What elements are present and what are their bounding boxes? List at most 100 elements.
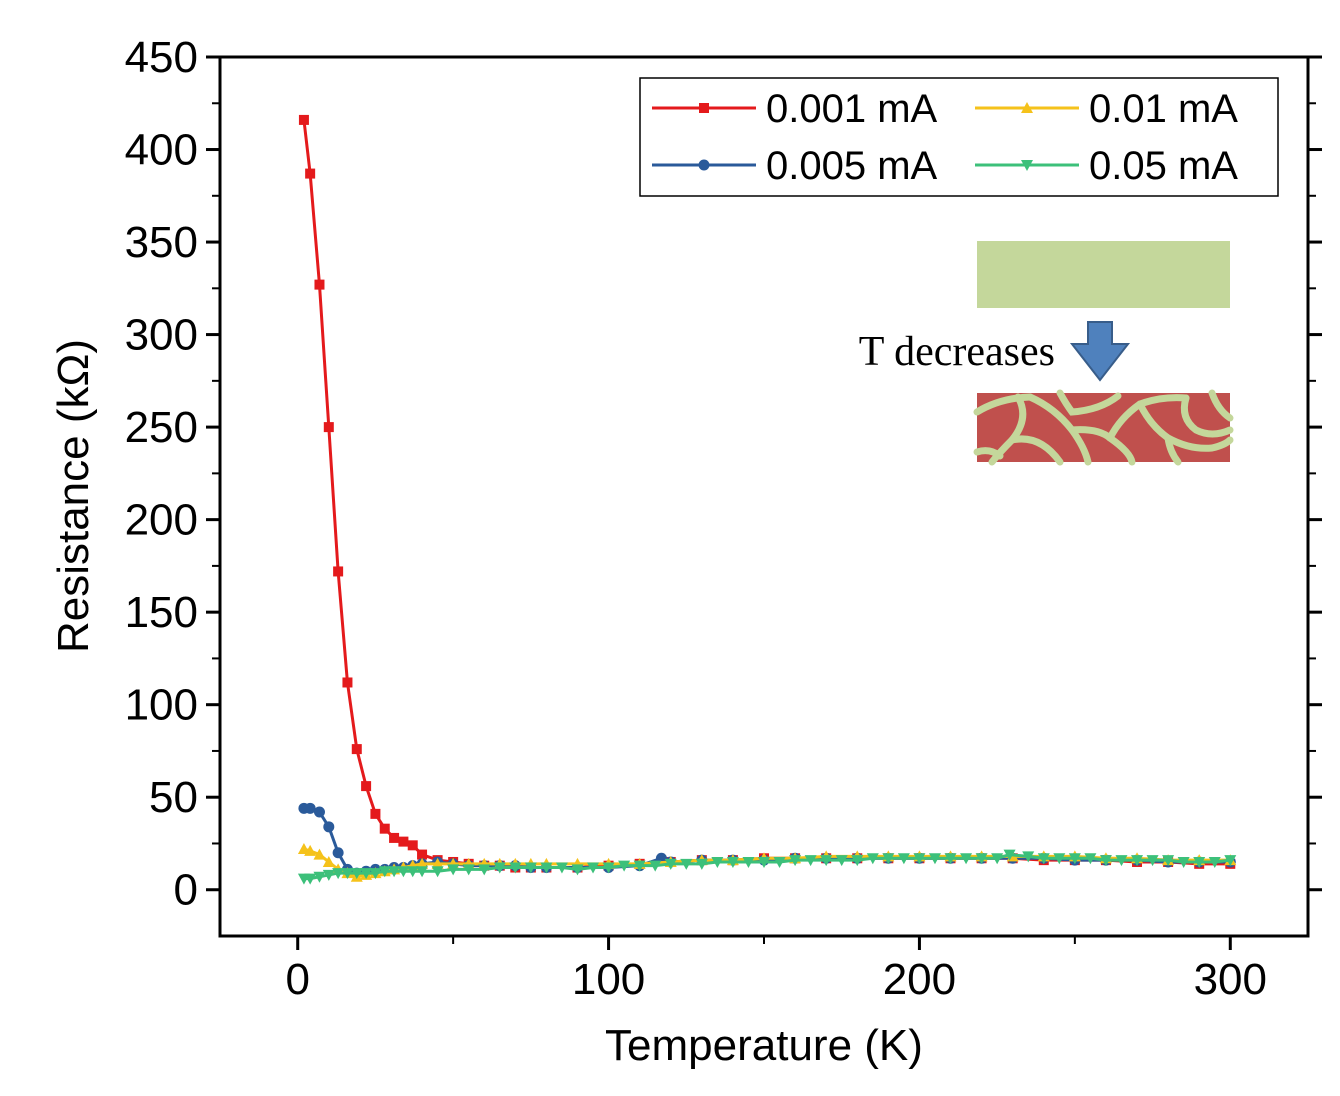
data-point-0.001-mA-8 [370,808,381,819]
data-point-0.05-mA-5 [341,868,354,880]
data-point-0.05-mA-59 [1131,855,1144,867]
data-point-0.05-mA-3 [322,869,335,881]
legend-entry-0.005-mA: 0.005 mA [652,144,938,188]
y-tick-label-400: 400 [125,126,198,175]
data-point-0.05-mA-30 [680,858,693,870]
data-point-0.005-mA-2 [313,806,325,818]
data-point-0.05-mA-8 [369,868,382,880]
legend-entry-0.001-mA: 0.001 mA [652,87,938,131]
y-tick-label-50: 50 [149,773,198,822]
data-point-0.05-mA-61 [1162,855,1175,867]
data-point-0.05-mA-17 [478,864,491,876]
data-point-0.05-mA-31 [695,858,708,870]
data-point-0.05-mA-36 [773,856,786,868]
data-point-0.05-mA-11 [397,866,410,878]
data-point-0.05-mA-7 [360,868,373,880]
legend-entry-0.01-mA: 0.01 mA [975,87,1238,131]
data-point-0.05-mA-52 [1022,851,1035,863]
data-point-0.05-mA-38 [804,855,817,867]
data-point-0.05-mA-9 [378,866,391,878]
data-point-0.05-mA-50 [991,853,1004,865]
data-point-0.01-mA-13 [416,857,429,869]
data-point-0.05-mA-27 [633,860,646,872]
data-point-0.05-mA-55 [1068,853,1081,865]
data-point-0.05-mA-54 [1053,853,1066,865]
data-point-0.01-mA-1 [304,844,317,856]
data-point-0.05-mA-41 [851,855,864,867]
data-point-0.05-mA-15 [447,864,460,876]
data-point-0.05-mA-12 [406,866,419,878]
data-point-0.05-mA-10 [388,866,401,878]
legend-label-0.005-mA: 0.005 mA [766,144,938,188]
data-point-0.001-mA-4 [333,566,344,577]
data-point-0.05-mA-20 [524,862,537,874]
data-point-0.05-mA-24 [587,862,600,874]
y-tick-label-300: 300 [125,311,198,360]
data-point-0.001-mA-12 [407,840,418,851]
legend-marker-0.005-mA [698,159,710,171]
legend-label-0.05-mA: 0.05 mA [1089,144,1238,188]
data-point-0.05-mA-4 [332,868,345,880]
inset-label: T decreases [859,329,1055,375]
x-tick-label-100: 100 [572,955,645,1004]
data-point-0.05-mA-58 [1115,855,1128,867]
data-point-0.05-mA-48 [960,853,973,865]
data-point-0.05-mA-43 [882,853,895,865]
legend-marker-0.05-mA [1021,160,1033,171]
legend-box [639,77,1279,197]
y-tick-label-350: 350 [125,218,198,267]
data-point-0.005-mA-4 [332,847,344,859]
data-point-0.05-mA-57 [1099,855,1112,867]
data-point-0.001-mA-11 [398,836,409,847]
data-point-0.001-mA-3 [323,422,334,433]
data-point-0.05-mA-25 [602,862,615,874]
crack-network [973,389,1234,466]
data-point-0.05-mA-21 [540,862,553,874]
data-point-0.05-mA-62 [1177,856,1190,868]
data-point-0.05-mA-37 [789,855,802,867]
continuous-film-block [977,241,1230,308]
data-point-0.05-mA-42 [866,853,879,865]
data-point-0.05-mA-51 [1003,849,1016,861]
data-point-0.05-mA-32 [711,856,724,868]
y-tick-label-100: 100 [125,681,198,730]
data-point-0.05-mA-39 [820,855,833,867]
data-point-0.05-mA-47 [944,853,957,865]
data-point-0.05-mA-2 [313,871,326,883]
x-tick-label-0: 0 [285,955,309,1004]
data-point-0.05-mA-16 [462,864,475,876]
data-point-0.05-mA-46 [928,853,941,865]
data-point-0.001-mA-1 [305,168,316,179]
inset-schematic: T decreases [859,241,1234,466]
data-point-0.05-mA-13 [416,866,429,878]
data-point-0.05-mA-18 [493,862,506,874]
data-point-0.05-mA-53 [1037,853,1050,865]
x-tick-label-200: 200 [883,955,956,1004]
data-point-0.05-mA-1 [304,873,317,885]
data-point-0.05-mA-35 [758,856,770,868]
data-point-0.05-mA-49 [975,853,988,865]
down-arrow-icon [1069,321,1131,382]
y-tick-label-250: 250 [125,403,198,452]
x-tick-label-300: 300 [1194,955,1267,1004]
data-point-0.005-mA-1 [304,802,316,814]
data-point-0.05-mA-29 [664,858,677,870]
data-point-0.001-mA-7 [361,781,372,792]
data-point-0.05-mA-63 [1193,856,1206,868]
data-point-0.05-mA-65 [1224,855,1237,867]
legend: 0.001 mA 0.01 mA 0.005 mA 0.05 mA [639,77,1279,197]
data-point-0.01-mA-3 [322,855,335,867]
data-point-0.05-mA-14 [431,866,444,878]
y-tick-label-200: 200 [125,496,198,545]
data-point-0.05-mA-60 [1146,855,1159,867]
data-point-0.001-mA-10 [389,832,400,843]
data-point-0.05-mA-26 [618,860,631,872]
x-axis-title: Temperature (K) [605,1021,923,1070]
data-point-0.01-mA-2 [313,848,326,860]
data-point-0.001-mA-9 [379,823,390,834]
data-point-0.05-mA-28 [649,860,662,872]
legend-marker-0.001-mA [699,103,709,113]
y-axis-title: Resistance (kΩ) [49,339,98,653]
data-point-0.005-mA-3 [323,821,335,833]
